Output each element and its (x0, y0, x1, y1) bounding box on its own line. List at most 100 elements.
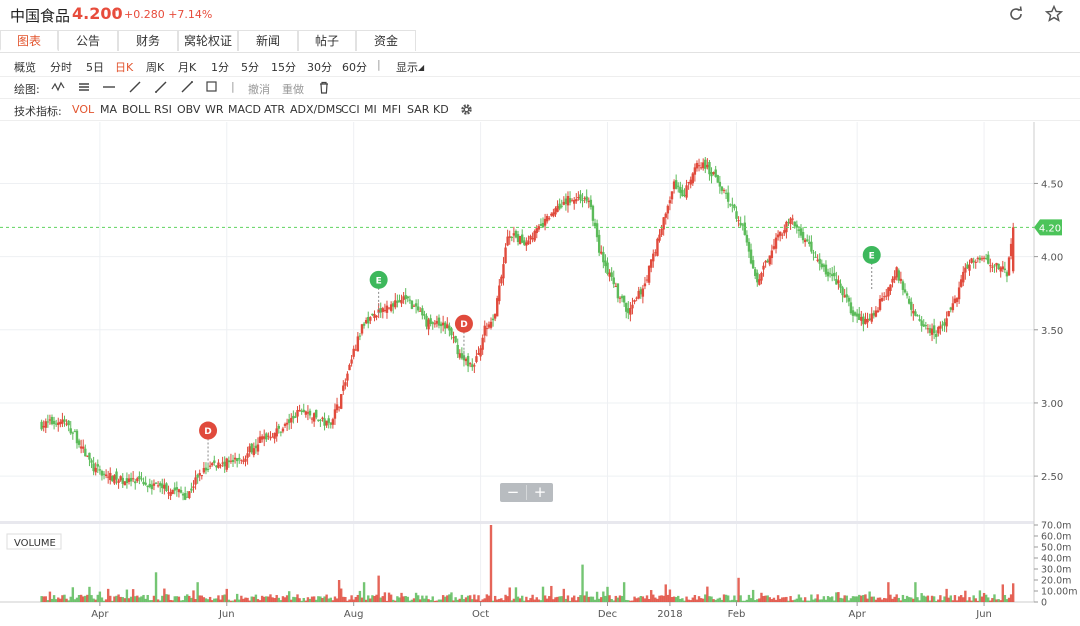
volume-bar (989, 600, 992, 602)
candle (587, 200, 590, 203)
candle (772, 246, 776, 249)
period-1min[interactable]: 1分 (211, 61, 229, 74)
hlines-tool-icon[interactable] (77, 81, 91, 93)
horizontal-line-tool-icon[interactable] (102, 81, 116, 93)
rectangle-tool-icon[interactable] (205, 80, 219, 94)
candle (812, 252, 815, 254)
candle (171, 489, 174, 494)
star-icon[interactable] (1044, 4, 1064, 24)
volume-bar (167, 594, 170, 602)
indicator-wr[interactable]: WR (205, 103, 224, 116)
candle (939, 325, 942, 329)
tab-warrants[interactable]: 窝轮权证 (178, 30, 238, 51)
period-15min[interactable]: 15分 (271, 61, 296, 74)
tab-financials[interactable]: 财务 (118, 30, 178, 51)
volume-bar (373, 595, 376, 602)
volume-bar (926, 595, 930, 602)
tab-posts[interactable]: 帖子 (298, 30, 356, 51)
volume-bar (248, 600, 251, 602)
period-5d[interactable]: 5日 (86, 61, 104, 74)
volume-bar (48, 591, 52, 602)
indicator-cci[interactable]: CCI (341, 103, 360, 116)
undo-button[interactable]: 撤消 (248, 83, 270, 96)
indicator-mi[interactable]: MI (364, 103, 377, 116)
trash-icon[interactable] (318, 81, 330, 94)
volume-bar (100, 597, 104, 602)
period-daily-k[interactable]: 日K (115, 61, 134, 74)
volume-bar (312, 596, 316, 602)
zigzag-tool-icon[interactable] (51, 81, 65, 93)
line-tool-icon[interactable] (128, 81, 142, 93)
period-intraday[interactable]: 分时 (50, 61, 72, 74)
up-arrow-icon: ↑ (110, 6, 121, 20)
period-30min[interactable]: 30分 (307, 61, 332, 74)
tab-chart[interactable]: 图表 (0, 30, 58, 51)
indicator-mfi[interactable]: MFI (382, 103, 402, 116)
candle (367, 316, 370, 324)
volume-bar (452, 600, 455, 602)
volume-bar (785, 596, 788, 602)
candle (901, 281, 905, 290)
volume-bar (629, 600, 632, 602)
indicator-boll[interactable]: BOLL (122, 103, 151, 116)
candle (980, 258, 984, 260)
ray-tool-icon[interactable] (180, 81, 194, 93)
candle (131, 478, 135, 480)
tab-announcements[interactable]: 公告 (58, 30, 118, 51)
period-weekly-k[interactable]: 周K (146, 61, 165, 74)
volume-bar (912, 598, 915, 602)
indicator-kd[interactable]: KD (433, 103, 449, 116)
volume-bar (878, 597, 882, 602)
candle (945, 318, 948, 327)
volume-bar (65, 598, 68, 602)
candle (491, 318, 495, 321)
volume-bar (158, 600, 162, 602)
indicator-adx-dms[interactable]: ADX/DMS (290, 103, 343, 116)
indicator-ma[interactable]: MA (100, 103, 118, 116)
candle (308, 410, 312, 416)
price-change: +0.280 +7.14% (124, 8, 213, 21)
volume-bar (668, 589, 672, 602)
volume-bar (870, 596, 873, 602)
indicator-atr[interactable]: ATR (264, 103, 286, 116)
refresh-icon[interactable] (1006, 4, 1026, 24)
draw-label: 绘图: (14, 83, 40, 96)
candle (208, 465, 212, 467)
event-markers[interactable]: D E D E (199, 245, 881, 467)
indicator-rsi[interactable]: RSI (154, 103, 172, 116)
indicator-sar[interactable]: SAR (407, 103, 430, 116)
period-monthly-k[interactable]: 月K (178, 61, 197, 74)
indicator-macd[interactable]: MACD (228, 103, 261, 116)
candle (593, 222, 597, 227)
volume-bar (144, 598, 147, 602)
segment-tool-icon[interactable] (154, 81, 168, 93)
tab-news[interactable]: 新闻 (238, 30, 298, 51)
period-5min[interactable]: 5分 (241, 61, 259, 74)
candle (926, 328, 930, 330)
candle (260, 436, 264, 440)
candle (242, 460, 245, 462)
volume-bar (591, 596, 595, 602)
candle (737, 220, 740, 222)
period-60min[interactable]: 60分 (342, 61, 367, 74)
redo-button[interactable]: 重做 (282, 83, 304, 96)
gear-icon[interactable] (460, 103, 473, 116)
indicator-obv[interactable]: OBV (177, 103, 201, 116)
candle (841, 287, 844, 296)
zoom-control[interactable]: − + (500, 483, 553, 502)
indicator-vol[interactable]: VOL (72, 103, 95, 116)
candle (514, 230, 518, 238)
tab-capital-flow[interactable]: 资金 (356, 30, 416, 51)
overview-label[interactable]: 概览 (14, 61, 36, 74)
zoom-out-button[interactable]: − (507, 483, 520, 501)
candle (874, 310, 878, 317)
display-dropdown[interactable]: 显示 (396, 61, 418, 74)
zoom-in-button[interactable]: + (534, 483, 547, 501)
dropdown-arrow-icon[interactable]: ◢ (418, 63, 425, 72)
volume-bar (889, 594, 892, 602)
volume-bar (298, 598, 301, 602)
volume-bar (689, 600, 692, 602)
volume-bar (822, 596, 826, 602)
volume-bar (152, 595, 156, 602)
